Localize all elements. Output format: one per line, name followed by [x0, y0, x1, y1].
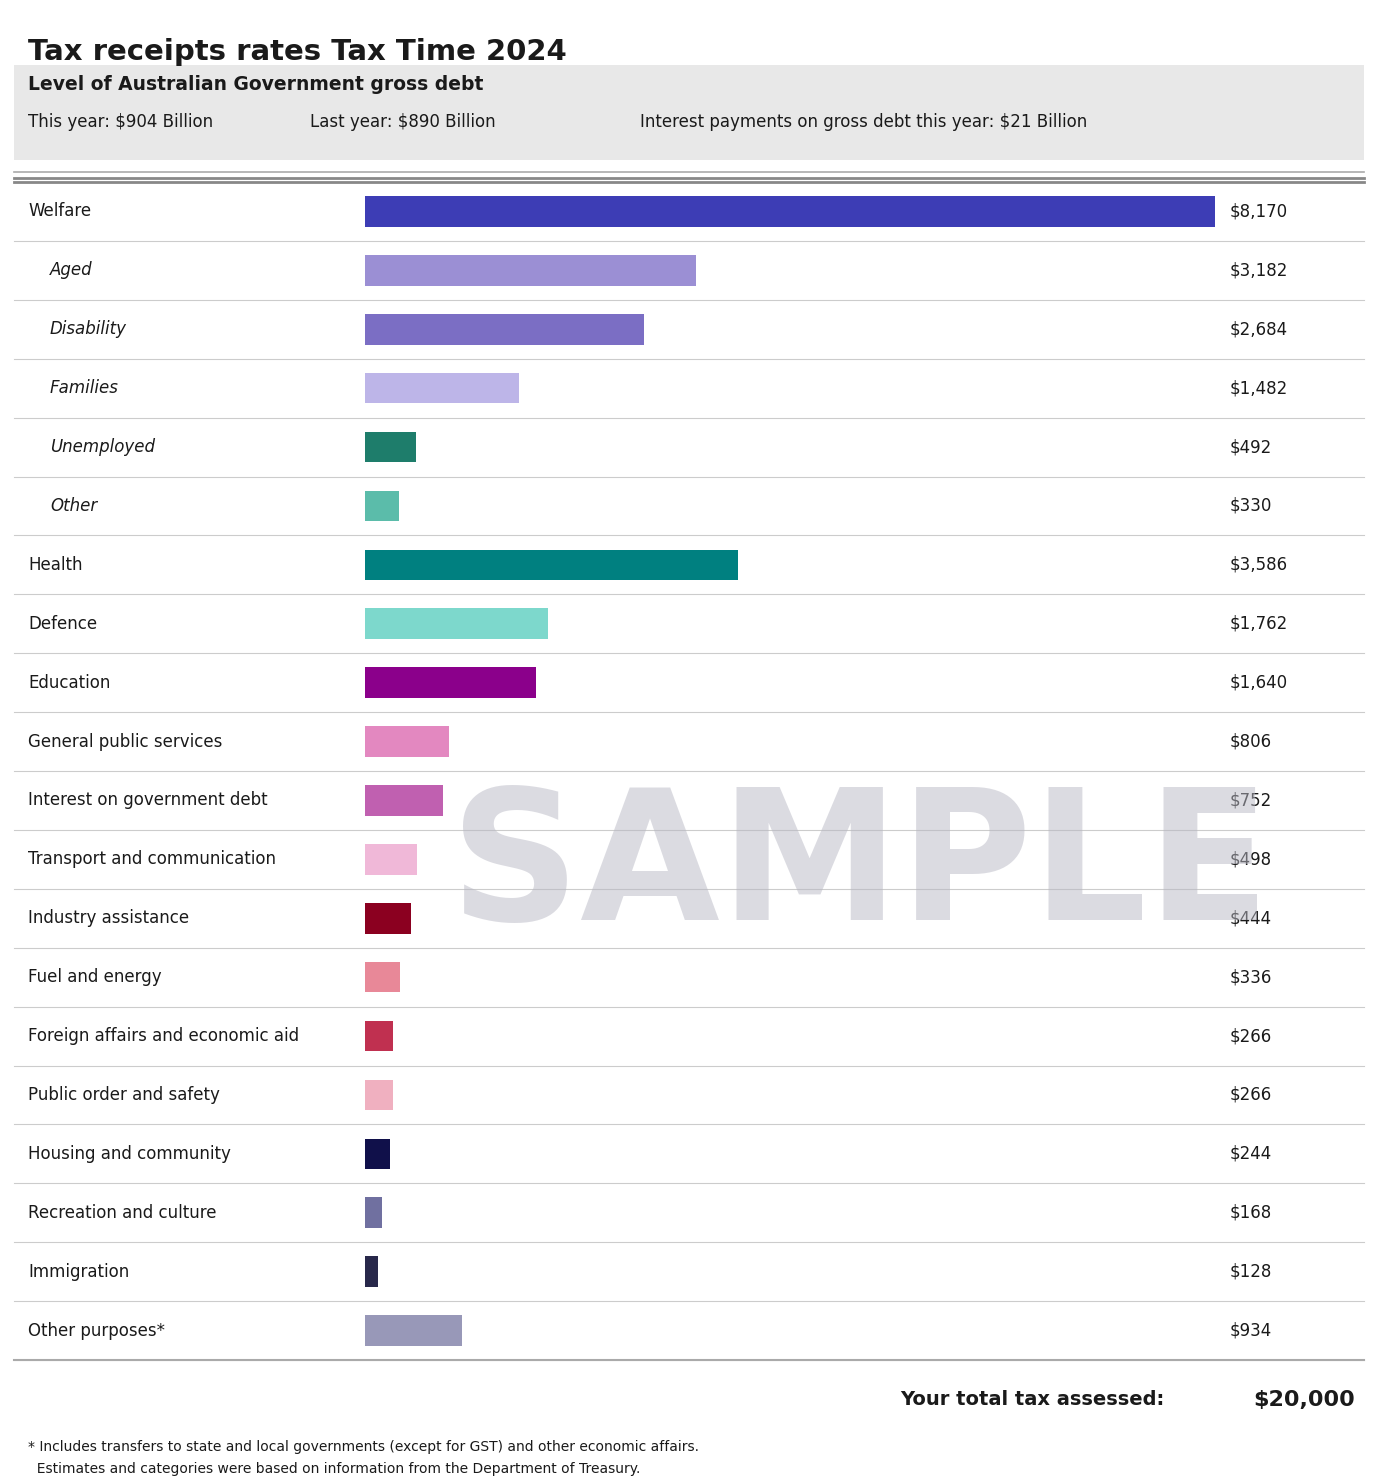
Text: $3,182: $3,182 [1231, 262, 1288, 280]
Text: Your total tax assessed:: Your total tax assessed: [900, 1390, 1164, 1409]
Text: Immigration: Immigration [28, 1262, 130, 1280]
Text: General public services: General public services [28, 733, 222, 750]
Bar [365, 1138, 390, 1169]
Bar [365, 549, 739, 580]
Bar [365, 197, 1215, 226]
Text: $128: $128 [1231, 1262, 1272, 1280]
Text: $266: $266 [1231, 1086, 1272, 1104]
Bar [365, 903, 411, 934]
Bar [365, 608, 548, 639]
Text: $492: $492 [1231, 438, 1272, 456]
Bar [14, 65, 1364, 160]
Text: Housing and community: Housing and community [28, 1146, 232, 1163]
Text: Interest payments on gross debt this year: $21 Billion: Interest payments on gross debt this yea… [639, 112, 1087, 132]
Text: Interest on government debt: Interest on government debt [28, 792, 267, 810]
Text: Public order and safety: Public order and safety [28, 1086, 220, 1104]
Bar [365, 784, 444, 815]
Bar [365, 1197, 383, 1228]
Bar [365, 1257, 379, 1288]
Text: $2,684: $2,684 [1231, 320, 1288, 339]
Text: Disability: Disability [50, 320, 127, 339]
Text: $752: $752 [1231, 792, 1272, 810]
Text: Defence: Defence [28, 614, 96, 633]
Bar [365, 1079, 393, 1110]
Text: $244: $244 [1231, 1146, 1272, 1163]
Bar [365, 727, 449, 756]
Bar [365, 962, 400, 993]
Text: $444: $444 [1231, 909, 1272, 928]
Text: $168: $168 [1231, 1203, 1272, 1222]
Text: $806: $806 [1231, 733, 1272, 750]
Bar [365, 667, 536, 699]
Bar [365, 314, 645, 345]
Text: Welfare: Welfare [28, 203, 91, 221]
Text: Other: Other [50, 497, 98, 515]
Text: Transport and communication: Transport and communication [28, 851, 276, 869]
Text: Health: Health [28, 556, 83, 574]
Bar [365, 1021, 393, 1051]
Text: Estimates and categories were based on information from the Department of Treasu: Estimates and categories were based on i… [28, 1462, 641, 1476]
Text: $1,762: $1,762 [1231, 614, 1288, 633]
Text: $498: $498 [1231, 851, 1272, 869]
Bar [365, 373, 520, 404]
Text: Aged: Aged [50, 262, 92, 280]
Text: $1,640: $1,640 [1231, 673, 1288, 691]
Text: $1,482: $1,482 [1231, 379, 1288, 397]
Bar [365, 844, 416, 875]
Text: Last year: $890 Billion: Last year: $890 Billion [310, 112, 496, 132]
Text: Fuel and energy: Fuel and energy [28, 968, 161, 986]
Text: $266: $266 [1231, 1027, 1272, 1045]
Text: This year: $904 Billion: This year: $904 Billion [28, 112, 214, 132]
Bar [365, 255, 696, 286]
Text: $934: $934 [1231, 1322, 1272, 1339]
Text: * Includes transfers to state and local governments (except for GST) and other e: * Includes transfers to state and local … [28, 1440, 699, 1453]
Text: $8,170: $8,170 [1231, 203, 1288, 221]
Text: SAMPLE: SAMPLE [449, 781, 1271, 958]
Text: Families: Families [50, 379, 119, 397]
Text: $330: $330 [1231, 497, 1272, 515]
Text: Education: Education [28, 673, 110, 691]
Text: Tax receipts rates Tax Time 2024: Tax receipts rates Tax Time 2024 [28, 38, 566, 67]
Text: Recreation and culture: Recreation and culture [28, 1203, 216, 1222]
Text: $20,000: $20,000 [1253, 1390, 1355, 1410]
Bar [365, 1316, 462, 1345]
Text: Other purposes*: Other purposes* [28, 1322, 165, 1339]
Text: Unemployed: Unemployed [50, 438, 154, 456]
Text: Level of Australian Government gross debt: Level of Australian Government gross deb… [28, 75, 484, 95]
Text: Industry assistance: Industry assistance [28, 909, 189, 928]
Bar [365, 491, 400, 521]
Text: $336: $336 [1231, 968, 1272, 986]
Bar [365, 432, 416, 462]
Text: Foreign affairs and economic aid: Foreign affairs and economic aid [28, 1027, 299, 1045]
Text: $3,586: $3,586 [1231, 556, 1288, 574]
